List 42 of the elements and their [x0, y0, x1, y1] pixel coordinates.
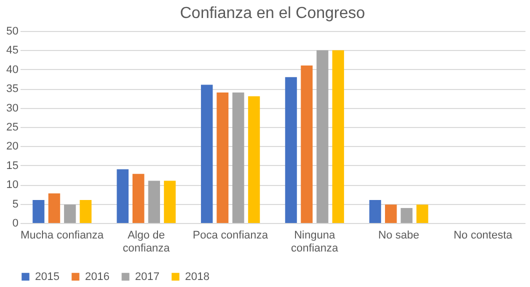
y-tick-label: 15 — [6, 160, 18, 172]
bar — [232, 92, 244, 223]
bar — [248, 96, 260, 223]
bar — [316, 50, 328, 223]
bar — [80, 200, 92, 223]
x-tick-label: No contesta — [454, 230, 514, 242]
bar — [48, 193, 60, 223]
bar — [164, 180, 176, 223]
bar — [332, 50, 344, 223]
bar — [416, 204, 428, 223]
x-tick-label: Poca confianza — [192, 230, 269, 242]
y-tick-label: 25 — [6, 122, 18, 134]
bar — [116, 169, 129, 223]
x-tick-label: Algo de confianza — [122, 230, 171, 254]
y-tick-label: 35 — [6, 83, 18, 96]
x-tick-label: Ninguna confianza — [291, 230, 340, 254]
x-tick-label: Mucha confianza — [20, 230, 105, 242]
y-tick-label: 50 — [6, 26, 18, 38]
bar — [132, 174, 144, 223]
y-tick-label: 20 — [6, 140, 18, 153]
y-tick-label: 0 — [12, 218, 18, 230]
bar — [369, 200, 382, 223]
bar — [64, 204, 76, 223]
y-tick-label: 5 — [12, 198, 18, 210]
legend-label: 2016 — [85, 270, 110, 283]
legend-label: 2018 — [185, 270, 210, 283]
bar — [400, 208, 412, 223]
chart-title: Confianza en el Congreso — [180, 5, 366, 22]
bar — [385, 204, 397, 223]
y-tick-label: 10 — [6, 179, 18, 192]
y-tick-label: 40 — [6, 64, 18, 76]
y-tick-label: 30 — [6, 102, 18, 114]
bar — [300, 66, 313, 223]
y-tick-label: 45 — [6, 44, 18, 57]
legend-label: 2017 — [135, 270, 160, 283]
legend-label: 2015 — [35, 270, 60, 283]
bar — [216, 92, 228, 223]
bar — [285, 77, 297, 223]
bar — [32, 200, 44, 223]
x-tick-label: No sabe — [378, 230, 420, 242]
bar — [148, 180, 160, 223]
bar — [200, 84, 213, 223]
